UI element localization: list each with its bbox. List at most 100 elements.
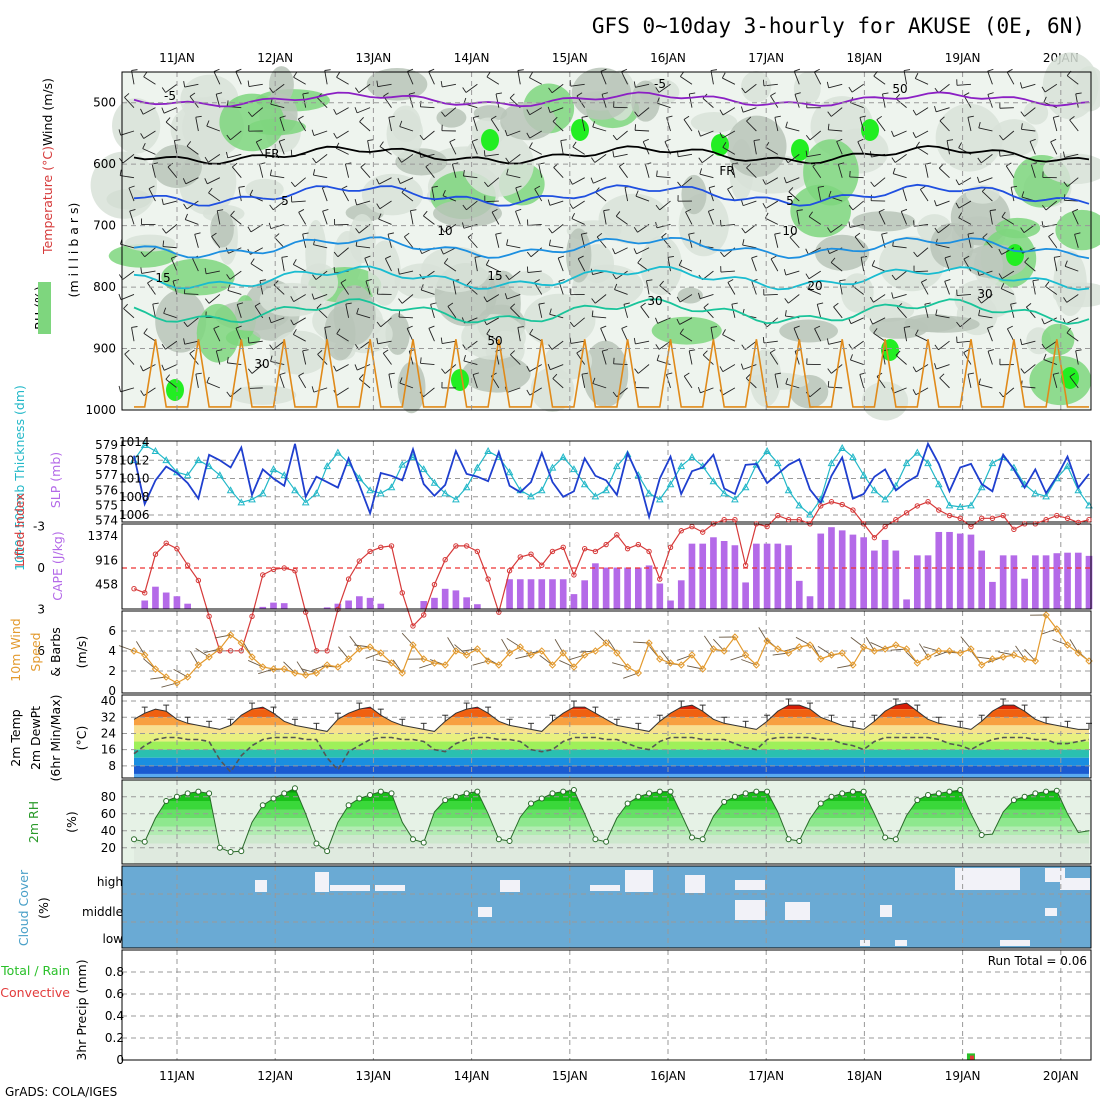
wind-speed-point (226, 631, 235, 639)
precip-panel: 0 0.2 0.4 0.6 0.8 Run Total = 0.06 Total / Rai… (0, 949, 1092, 1067)
wind-tick: 6 (108, 624, 116, 638)
temp-axis-label-3: (6hr Min/Max) (48, 695, 63, 782)
cape-bar (141, 600, 149, 609)
rh-point (442, 797, 449, 804)
wind-speed-point (538, 647, 546, 655)
cape-bar (871, 550, 878, 609)
cape-bar (903, 599, 910, 609)
slp-tick: 1014 (119, 435, 150, 449)
rh-contour (462, 131, 534, 197)
lifted-index-point (581, 545, 588, 552)
rh-contour (421, 246, 490, 293)
wind-barb (401, 632, 414, 646)
cape-bar (892, 550, 900, 609)
wind-speed-point (301, 671, 310, 679)
pressure-tick: 1000 (85, 403, 116, 417)
wind-tick: 0 (108, 684, 116, 698)
wind-speed-point (999, 653, 1007, 661)
rh-contour (878, 236, 945, 292)
cloud-patch (625, 870, 653, 892)
cloud-patch (330, 885, 370, 891)
rh-point (796, 837, 803, 844)
rh-contour (965, 185, 1000, 204)
thickness-point (430, 478, 439, 486)
lifted-index-point (174, 545, 180, 552)
lifted-index-point (839, 501, 845, 508)
rh-contour (500, 101, 557, 141)
rh-contour (779, 319, 838, 343)
rh-point (978, 832, 985, 838)
date-label-top: 18JAN (847, 51, 883, 65)
rh-point (656, 788, 663, 795)
wind-speed-point (967, 645, 975, 653)
wind-speed-point (162, 673, 170, 681)
thickness-point (559, 453, 568, 461)
rh-contour (1041, 323, 1075, 356)
lifted-index-point (163, 540, 169, 546)
cape-bar (806, 596, 814, 609)
cape-bar (270, 602, 277, 609)
rh-contour (462, 355, 531, 393)
cape-tick: 1374 (87, 529, 118, 543)
lifted-index-point (421, 612, 427, 618)
thickness-point (452, 495, 460, 503)
cape-bar (602, 567, 610, 609)
lifted-index-point (131, 586, 137, 592)
rh-point (592, 836, 599, 843)
cloud-patch (255, 880, 267, 892)
wind-speed-point (151, 665, 160, 673)
thickness-tick: 575 (95, 498, 118, 512)
cape-bar (334, 603, 342, 609)
rh-point (721, 798, 728, 805)
rh-point (528, 800, 535, 807)
cape-bar (731, 545, 739, 609)
lifted-index-point (152, 551, 159, 557)
wind-speed-point (334, 663, 342, 671)
wind-speed-point (516, 643, 524, 651)
wind-speed-point (259, 663, 267, 671)
wind-barb (960, 636, 972, 650)
rh-max-contour (166, 379, 184, 401)
wind-speed-point (699, 665, 707, 673)
rh-contour (368, 240, 401, 306)
wind-speed-point (548, 661, 557, 669)
temp-axis-label-2: 2m DewPt (28, 706, 43, 770)
cape-bar (549, 579, 556, 609)
wind-speed-point (817, 655, 825, 663)
thickness-point (441, 489, 450, 497)
precip-convective-label: Convective (0, 985, 70, 1000)
cape-bar (956, 533, 964, 609)
thickness-point (226, 486, 235, 494)
thickness-point (194, 456, 203, 464)
lifted-index-point (678, 528, 684, 534)
date-label-top: 11JAN (159, 51, 195, 65)
lifted-index-point (206, 613, 212, 619)
thickness-point (709, 477, 718, 485)
rh-max-contour (481, 129, 499, 151)
rh-contour (436, 107, 467, 128)
isotherm-10 (133, 236, 1090, 260)
rh-point (560, 788, 567, 795)
wind-speed-point (141, 651, 149, 659)
precip-tick: 0.6 (105, 987, 124, 1001)
thickness-point (570, 465, 578, 473)
wind-axis-label-2: Speed (28, 632, 43, 671)
cape-tick: 916 (95, 553, 118, 567)
cape-bar (688, 543, 696, 609)
wind-speed-point (741, 651, 750, 659)
cape-bar (978, 550, 986, 609)
rh-point (238, 848, 245, 855)
wind-speed-point (720, 647, 728, 655)
wind-speed-point (344, 655, 353, 663)
rh-contour (386, 109, 424, 159)
rh-point (474, 788, 481, 795)
lifted-index-point (292, 568, 298, 574)
wind-speed-point (870, 647, 879, 655)
lifted-index-point (742, 562, 749, 568)
lifted-index-point (1000, 512, 1006, 519)
thickness-point (183, 471, 192, 479)
cape-bar (817, 533, 825, 609)
rh-point (227, 849, 234, 855)
thickness-point (591, 492, 600, 500)
rh-contour (1053, 250, 1087, 316)
